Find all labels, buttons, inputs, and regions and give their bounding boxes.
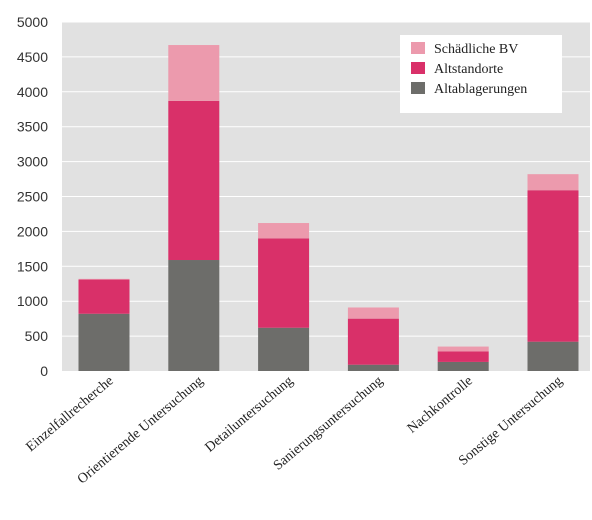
x-category-label: Detailuntersuchung: [203, 374, 297, 456]
x-category-label: Nachkontrolle: [405, 374, 476, 437]
bar-segment-altstandorte-3: [347, 318, 399, 365]
bar-segment-sch-dliche-bv-2: [258, 223, 310, 239]
y-axis-tick-labels: 0 500 1000 1500 2000 2500 3000 3500 4000 4500 5000: [17, 14, 48, 379]
bar-segment-altstandorte-1: [168, 100, 220, 261]
y-tick-label: 1500: [17, 258, 48, 274]
y-tick-label: 3500: [17, 119, 48, 135]
y-tick-label: 500: [25, 328, 49, 344]
bar-segment-sch-dliche-bv-4: [437, 346, 489, 352]
x-category-label: Einzelfallrecherche: [24, 374, 117, 455]
legend-label: Schädliche BV: [434, 42, 518, 57]
x-category-label: Sonstige Untersuchung: [456, 374, 565, 469]
bar-segment-altstandorte-2: [258, 238, 310, 328]
y-tick-label: 1000: [17, 293, 48, 309]
legend-swatch: [411, 42, 425, 54]
bar-segment-altablagerungen-4: [437, 361, 489, 371]
bar-segment-altablagerungen-1: [168, 260, 220, 371]
legend-swatch: [411, 62, 425, 74]
bar-segment-sch-dliche-bv-0: [78, 278, 130, 280]
y-tick-label: 2500: [17, 189, 48, 205]
legend-label: Altstandorte: [434, 62, 503, 77]
bar-segment-altstandorte-5: [527, 190, 579, 342]
bar-segment-altablagerungen-5: [527, 341, 579, 371]
y-tick-label: 3000: [17, 154, 48, 170]
y-tick-label: 2000: [17, 223, 48, 239]
gridlines: [62, 21, 590, 337]
bar-segment-altablagerungen-0: [78, 313, 130, 371]
legend-label: Altablagerungen: [434, 82, 527, 97]
y-tick-label: 0: [40, 363, 48, 379]
y-tick-label: 5000: [17, 14, 48, 30]
y-tick-label: 4000: [17, 84, 48, 100]
bars: [78, 45, 579, 371]
legend: Schädliche BV Altstandorte Altablagerungen: [400, 35, 562, 113]
bar-segment-altablagerungen-2: [258, 327, 310, 371]
bar-segment-sch-dliche-bv-1: [168, 45, 220, 101]
bar-segment-sch-dliche-bv-3: [347, 307, 399, 319]
legend-box: [400, 35, 562, 113]
y-tick-label: 4500: [17, 49, 48, 65]
legend-swatch: [411, 82, 425, 94]
bar-segment-altstandorte-0: [78, 279, 130, 314]
bar-segment-altstandorte-4: [437, 351, 489, 362]
bar-segment-sch-dliche-bv-5: [527, 174, 579, 191]
bar-segment-altablagerungen-3: [347, 364, 399, 371]
